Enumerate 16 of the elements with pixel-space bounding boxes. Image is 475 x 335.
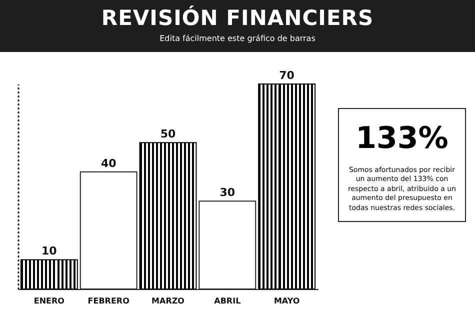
text: 133% bbox=[354, 121, 450, 156]
data-label: 30 bbox=[220, 186, 236, 200]
chart-title: REVISIÓN FINANCIERS bbox=[100, 6, 375, 30]
data-label: 50 bbox=[160, 128, 176, 141]
data-label: 40 bbox=[100, 156, 117, 170]
bar bbox=[258, 84, 316, 290]
x-tick-label: FEBRERO bbox=[88, 296, 130, 306]
x-tick-label: MAYO bbox=[274, 296, 300, 306]
bar bbox=[139, 142, 197, 290]
x-tick-label: ENERO bbox=[34, 296, 65, 306]
bar bbox=[20, 259, 78, 290]
x-tick-label: MARZO bbox=[152, 296, 185, 306]
chart-subtitle: Edita fácilmente este gráfico de barras bbox=[158, 34, 316, 43]
x-tick-label: ABRIL bbox=[214, 296, 241, 306]
data-label: 70 bbox=[279, 69, 295, 82]
data-label: 10 bbox=[42, 244, 58, 258]
